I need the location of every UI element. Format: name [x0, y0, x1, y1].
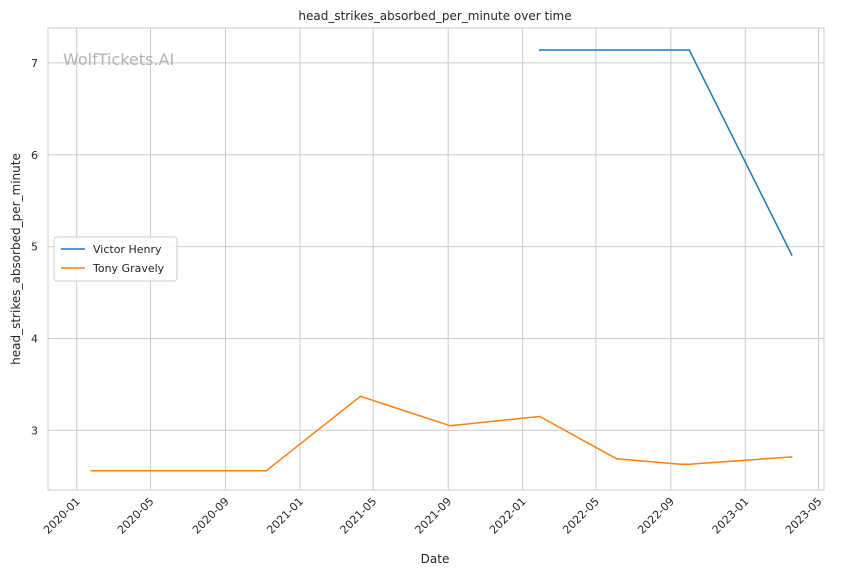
- y-tick-label: 4: [31, 332, 38, 345]
- x-axis-label: Date: [421, 552, 450, 566]
- data-point-victor-henry: [538, 49, 541, 51]
- plot-frame: [47, 27, 825, 491]
- data-point-victor-henry: [688, 49, 690, 51]
- legend-label-tony-gravely: Tony Gravely: [92, 262, 165, 275]
- y-tick-label: 6: [31, 149, 38, 162]
- chart-title: head_strikes_absorbed_per_minute over ti…: [298, 9, 571, 23]
- grid: [48, 28, 824, 490]
- data-point-tony-gravely: [265, 469, 268, 472]
- y-tick-label: 5: [31, 241, 38, 254]
- y-tick-label: 3: [31, 424, 38, 437]
- series-lines: [90, 49, 793, 472]
- legend-box: [53, 236, 178, 282]
- data-point-tony-gravely: [359, 395, 362, 398]
- data-point-tony-gravely: [615, 458, 618, 460]
- data-point-tony-gravely: [679, 463, 682, 466]
- data-point-tony-gravely: [790, 456, 793, 458]
- y-axis-label: head_strikes_absorbed_per_minute: [9, 153, 23, 365]
- y-tick-labels: 3 4 5 6 7: [31, 57, 38, 437]
- data-point-tony-gravely: [688, 463, 690, 466]
- data-point-tony-gravely: [538, 415, 541, 418]
- legend: Victor Henry Tony Gravely: [53, 236, 178, 282]
- data-point-tony-gravely: [449, 424, 451, 427]
- watermark: WolfTickets.AI: [63, 50, 174, 69]
- y-tick-label: 7: [31, 57, 38, 70]
- data-point-tony-gravely: [90, 469, 93, 472]
- legend-label-victor-henry: Victor Henry: [93, 243, 162, 256]
- data-point-victor-henry: [790, 254, 793, 256]
